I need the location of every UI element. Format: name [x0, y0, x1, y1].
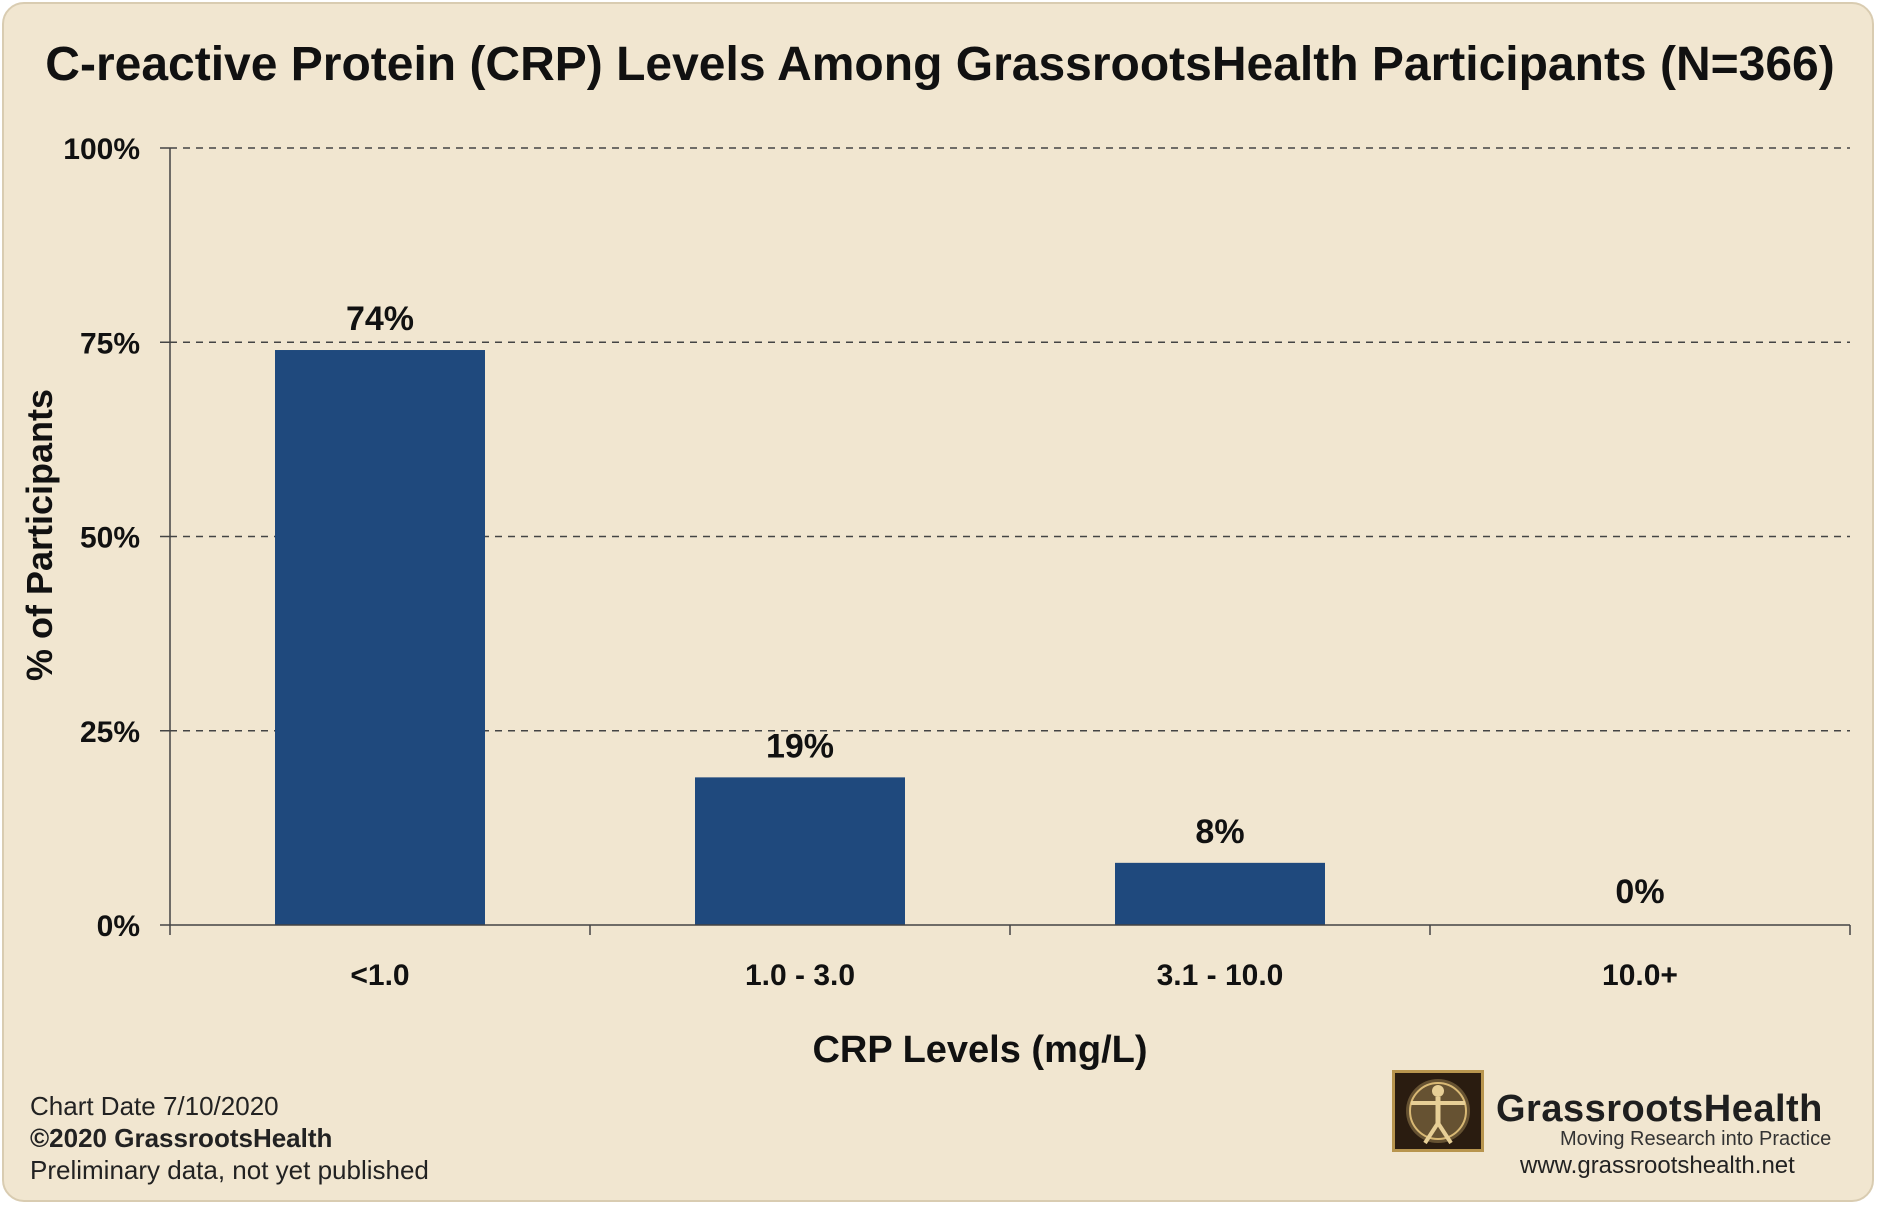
y-axis-label: % of Participants [19, 389, 60, 681]
x-tick-label: 3.1 - 10.0 [1157, 959, 1284, 992]
data-label: 8% [1195, 813, 1244, 851]
chart-title: C-reactive Protein (CRP) Levels Among Gr… [45, 38, 1834, 91]
x-tick-label: <1.0 [350, 959, 409, 992]
logo-url: www.grassrootshealth.net [1520, 1152, 1795, 1179]
y-tick-label: 25% [80, 716, 140, 749]
x-tick-label: 1.0 - 3.0 [745, 959, 855, 992]
data-label: 19% [766, 727, 834, 765]
copyright: ©2020 GrassrootsHealth [30, 1123, 333, 1153]
data-label: 0% [1615, 873, 1664, 911]
y-tick-label: 75% [80, 327, 140, 360]
logo-brand: GrassrootsHealth [1496, 1088, 1823, 1130]
data-label: 74% [346, 300, 414, 338]
bar [1115, 862, 1325, 925]
y-tick-label: 0% [97, 910, 140, 943]
axes: 0% 25% 50% 75% 100% <1.0 1.0 - 3.0 3.1 - 10.0 10… [63, 133, 1851, 992]
x-tick-label: 10.0+ [1602, 959, 1678, 992]
bars: 74% 19% 8% 0% [275, 300, 1665, 925]
preliminary-note: Preliminary data, not yet published [30, 1155, 429, 1185]
y-tick-label: 100% [63, 133, 140, 166]
footer-notes: Chart Date 7/10/2020 ©2020 GrassrootsHea… [30, 1090, 429, 1186]
bar [275, 350, 485, 925]
vitruvian-man-icon [1392, 1070, 1484, 1152]
logo-tagline: Moving Research into Practice [1560, 1128, 1832, 1150]
chart-date: Chart Date 7/10/2020 [30, 1091, 279, 1121]
bar [695, 777, 905, 925]
y-tick-label: 50% [80, 522, 140, 555]
x-axis-label: CRP Levels (mg/L) [812, 1029, 1147, 1071]
